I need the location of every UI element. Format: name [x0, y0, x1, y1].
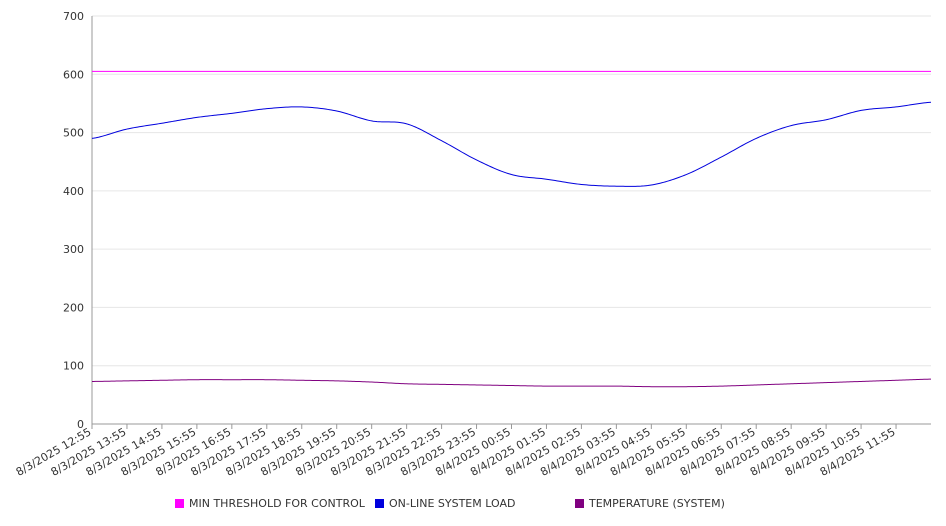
legend-item-temperature[interactable]: TEMPERATURE (SYSTEM) — [575, 497, 725, 510]
y-tick-label: 100 — [63, 360, 84, 373]
legend-item-system-load[interactable]: ON-LINE SYSTEM LOAD — [375, 497, 515, 510]
y-tick-label: 500 — [63, 127, 84, 140]
legend-swatch-system-load — [375, 499, 384, 508]
y-tick-label: 600 — [63, 68, 84, 81]
legend-swatch-temperature — [575, 499, 584, 508]
series-line-temperature-system — [91, 378, 932, 388]
y-tick-label: 700 — [63, 10, 84, 23]
y-tick-label: 0 — [77, 418, 84, 431]
legend-label-temperature: TEMPERATURE (SYSTEM) — [589, 497, 725, 510]
y-axis: 0 100 200 300 400 500 600 700 — [63, 10, 93, 431]
series-line-on-line-system-load — [91, 101, 932, 187]
legend-swatch-min-threshold — [175, 499, 184, 508]
gridlines — [92, 15, 931, 367]
y-tick-label: 200 — [63, 301, 84, 314]
y-tick-label: 400 — [63, 185, 84, 198]
legend: MIN THRESHOLD FOR CONTROL ON-LINE SYSTEM… — [0, 497, 946, 515]
legend-item-min-threshold[interactable]: MIN THRESHOLD FOR CONTROL — [175, 497, 365, 510]
legend-label-system-load: ON-LINE SYSTEM LOAD — [389, 497, 516, 510]
plot-area — [91, 70, 932, 388]
legend-label-min-threshold: MIN THRESHOLD FOR CONTROL — [189, 497, 365, 510]
x-axis: 8/3/2025 12:558/3/2025 13:558/3/2025 14:… — [14, 423, 931, 479]
y-tick-label: 300 — [63, 243, 84, 256]
